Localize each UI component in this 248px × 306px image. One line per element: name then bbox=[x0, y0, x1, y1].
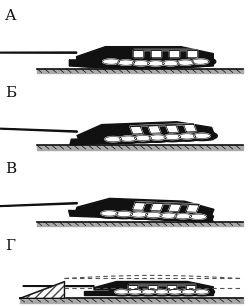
Text: Б: Б bbox=[5, 86, 16, 100]
Polygon shape bbox=[116, 211, 133, 217]
Polygon shape bbox=[122, 288, 148, 296]
Polygon shape bbox=[149, 135, 166, 140]
Polygon shape bbox=[168, 211, 199, 221]
Polygon shape bbox=[77, 122, 214, 139]
Polygon shape bbox=[69, 60, 213, 69]
Polygon shape bbox=[141, 290, 155, 294]
Polygon shape bbox=[187, 50, 197, 57]
Polygon shape bbox=[0, 203, 77, 207]
Polygon shape bbox=[168, 290, 182, 294]
Polygon shape bbox=[162, 61, 179, 66]
Polygon shape bbox=[189, 288, 215, 296]
Polygon shape bbox=[70, 134, 214, 145]
Text: А: А bbox=[5, 9, 16, 23]
Polygon shape bbox=[148, 125, 161, 133]
Polygon shape bbox=[186, 131, 217, 140]
Polygon shape bbox=[115, 290, 129, 294]
Polygon shape bbox=[185, 57, 216, 66]
Polygon shape bbox=[151, 50, 161, 57]
Polygon shape bbox=[135, 202, 199, 205]
Polygon shape bbox=[151, 203, 163, 211]
Polygon shape bbox=[160, 213, 177, 218]
Polygon shape bbox=[138, 210, 169, 220]
Polygon shape bbox=[181, 290, 195, 294]
Polygon shape bbox=[136, 288, 161, 296]
Polygon shape bbox=[94, 282, 213, 290]
Polygon shape bbox=[77, 47, 213, 60]
Polygon shape bbox=[133, 49, 197, 50]
Polygon shape bbox=[98, 134, 129, 144]
Polygon shape bbox=[101, 211, 118, 216]
Polygon shape bbox=[183, 212, 214, 222]
Text: Г: Г bbox=[5, 239, 15, 253]
Polygon shape bbox=[128, 284, 195, 285]
Polygon shape bbox=[184, 124, 196, 132]
Polygon shape bbox=[167, 285, 176, 289]
Polygon shape bbox=[147, 61, 164, 66]
Polygon shape bbox=[172, 132, 203, 141]
Polygon shape bbox=[20, 282, 64, 298]
Polygon shape bbox=[186, 204, 199, 212]
Polygon shape bbox=[145, 212, 162, 218]
Polygon shape bbox=[140, 59, 171, 68]
Polygon shape bbox=[148, 285, 156, 289]
Polygon shape bbox=[133, 202, 146, 210]
Polygon shape bbox=[155, 290, 169, 294]
Polygon shape bbox=[193, 133, 210, 138]
Polygon shape bbox=[133, 50, 143, 57]
Text: В: В bbox=[5, 162, 16, 176]
Polygon shape bbox=[164, 134, 181, 140]
Polygon shape bbox=[132, 61, 149, 66]
Polygon shape bbox=[166, 125, 179, 132]
Polygon shape bbox=[169, 50, 179, 57]
Polygon shape bbox=[111, 58, 142, 67]
Polygon shape bbox=[162, 288, 188, 296]
Polygon shape bbox=[168, 204, 181, 211]
Polygon shape bbox=[118, 60, 134, 65]
Polygon shape bbox=[157, 132, 188, 142]
Polygon shape bbox=[0, 52, 77, 53]
Polygon shape bbox=[69, 210, 213, 222]
Polygon shape bbox=[94, 209, 125, 218]
Polygon shape bbox=[109, 209, 140, 219]
Polygon shape bbox=[195, 290, 209, 294]
Polygon shape bbox=[105, 136, 122, 142]
Polygon shape bbox=[134, 136, 151, 141]
Polygon shape bbox=[128, 290, 142, 294]
Polygon shape bbox=[130, 124, 194, 127]
Polygon shape bbox=[189, 214, 206, 219]
Polygon shape bbox=[76, 198, 214, 215]
Polygon shape bbox=[120, 136, 137, 141]
Polygon shape bbox=[127, 133, 158, 143]
Polygon shape bbox=[186, 285, 195, 289]
Polygon shape bbox=[96, 57, 127, 66]
Polygon shape bbox=[170, 58, 201, 67]
Polygon shape bbox=[109, 288, 135, 296]
Polygon shape bbox=[155, 58, 186, 68]
Polygon shape bbox=[0, 127, 77, 132]
Polygon shape bbox=[130, 212, 147, 217]
Polygon shape bbox=[175, 214, 192, 219]
Polygon shape bbox=[124, 210, 155, 219]
Polygon shape bbox=[149, 288, 175, 296]
Polygon shape bbox=[113, 134, 144, 144]
Polygon shape bbox=[142, 133, 173, 142]
Polygon shape bbox=[176, 288, 201, 296]
Polygon shape bbox=[125, 58, 156, 68]
Polygon shape bbox=[153, 211, 184, 220]
Polygon shape bbox=[84, 291, 213, 295]
Polygon shape bbox=[192, 59, 209, 64]
Polygon shape bbox=[177, 60, 194, 65]
Polygon shape bbox=[128, 285, 137, 289]
Polygon shape bbox=[179, 134, 196, 139]
Polygon shape bbox=[130, 126, 143, 134]
Polygon shape bbox=[103, 59, 120, 64]
